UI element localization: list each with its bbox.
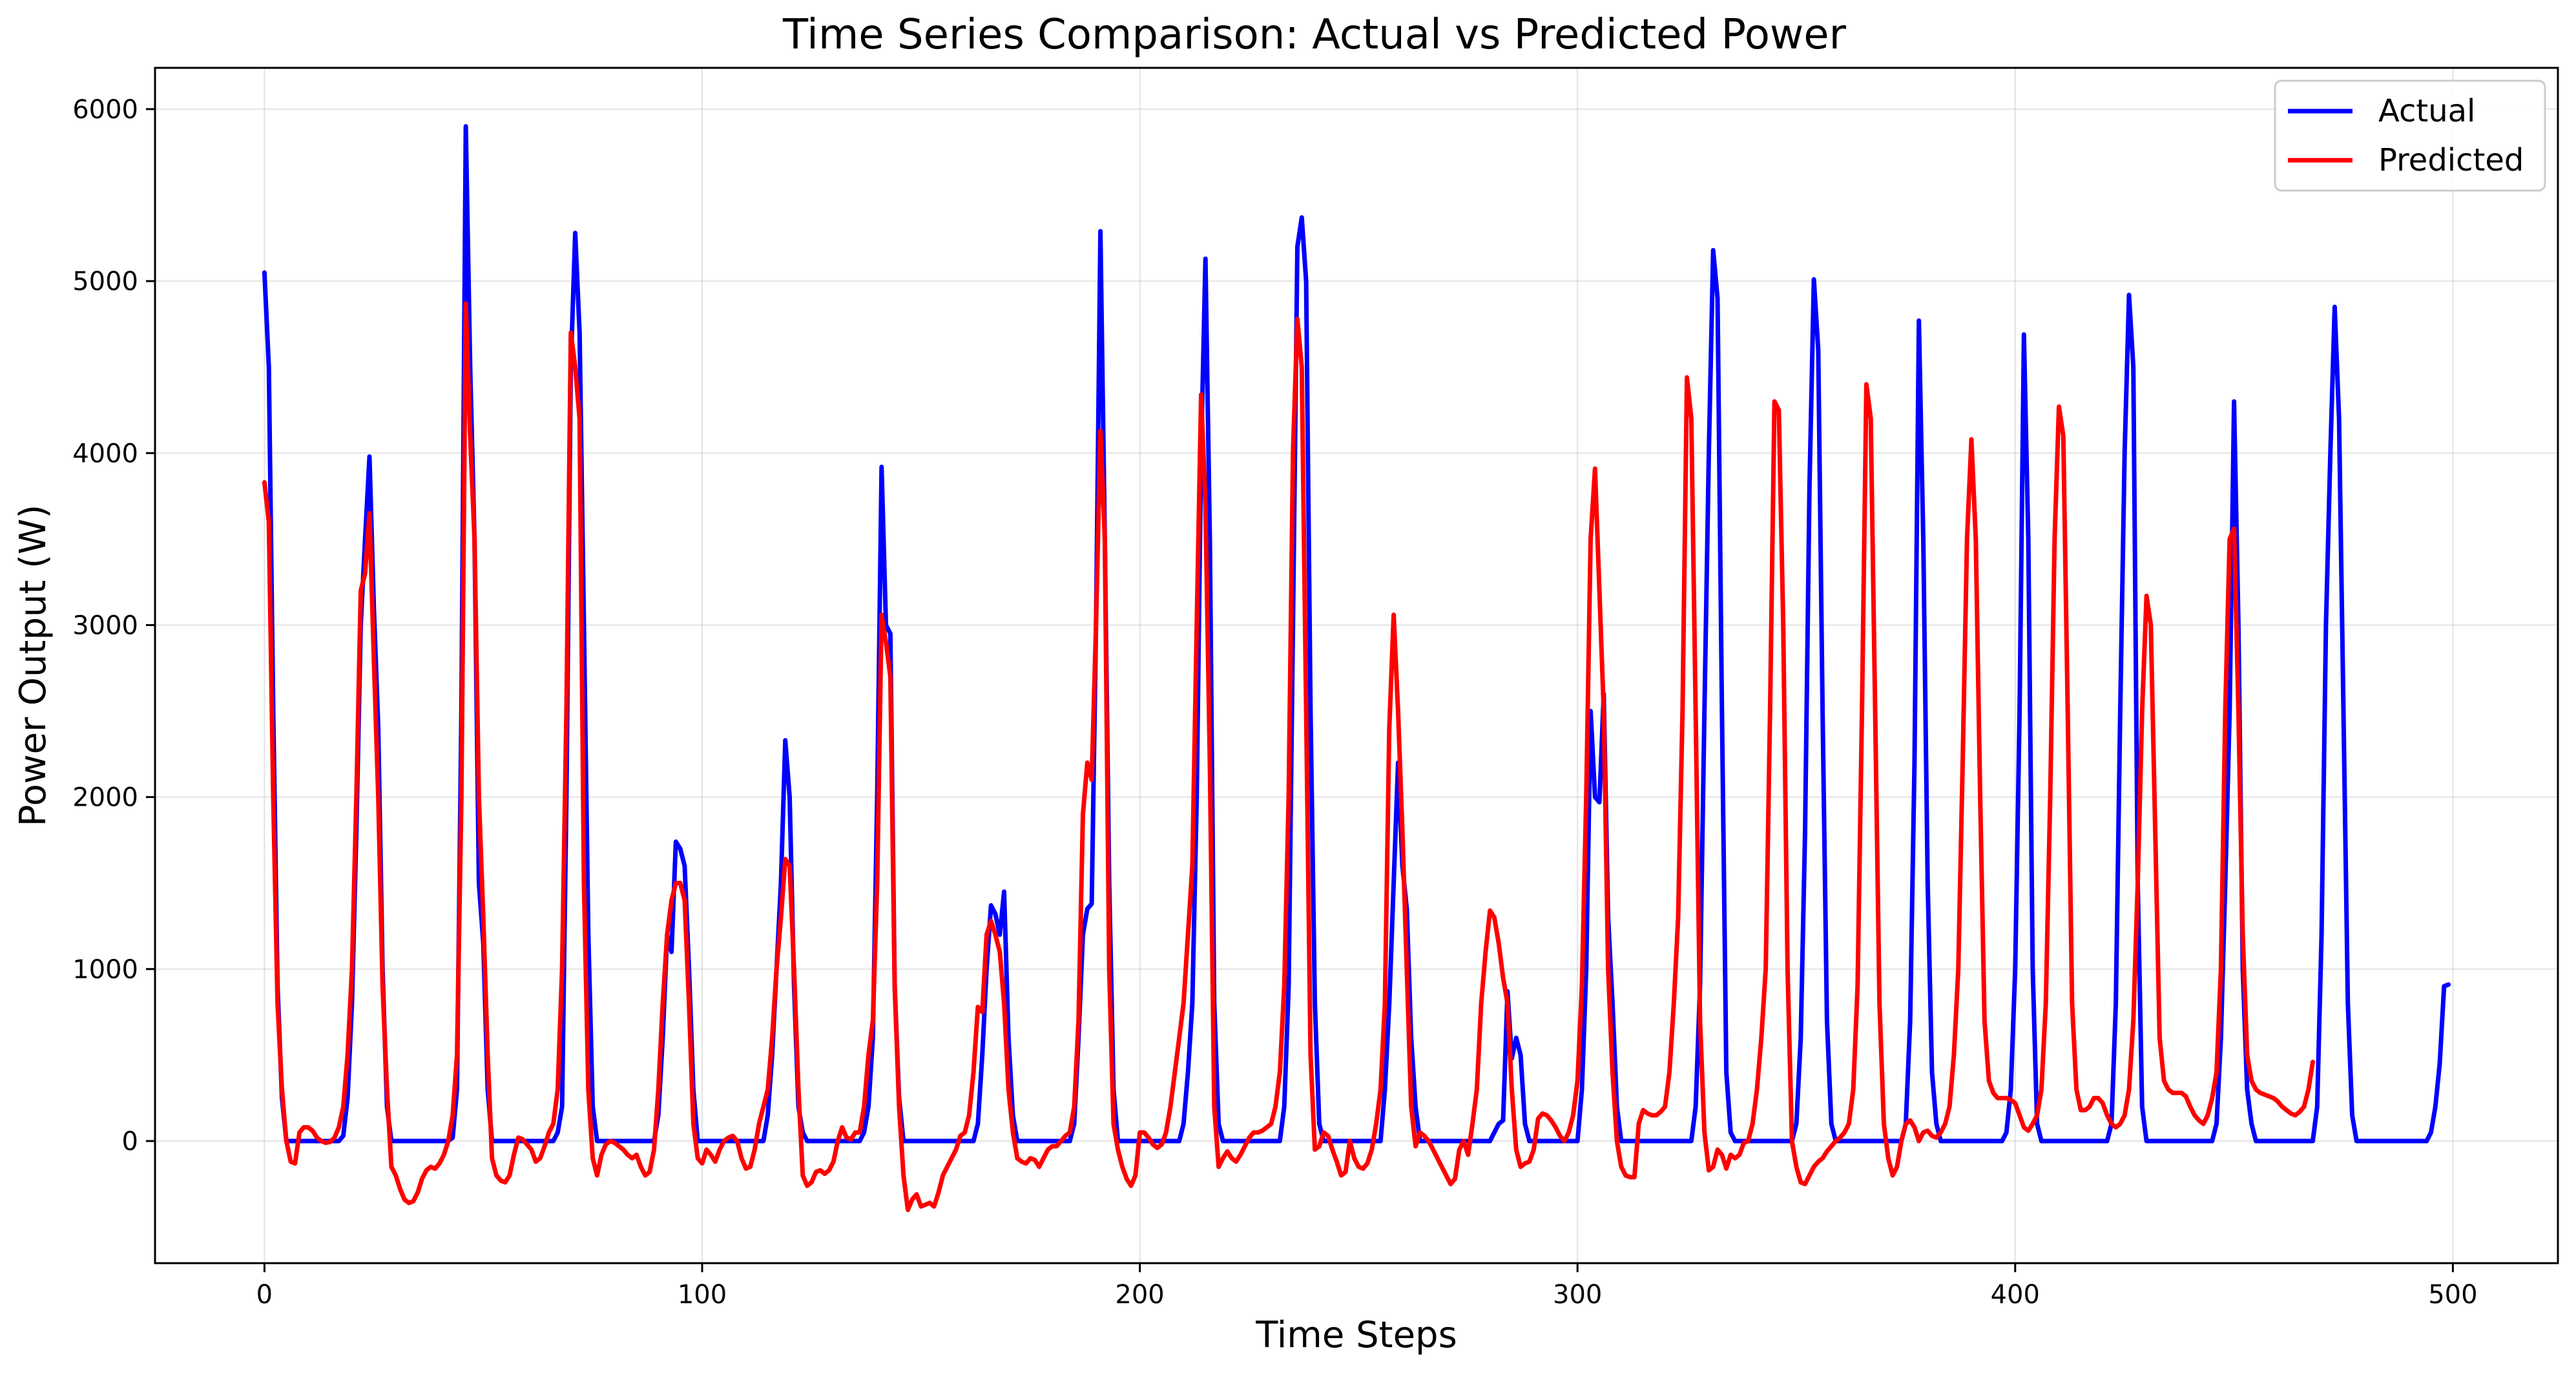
y-tick-label: 5000 — [72, 267, 138, 297]
series-line-predicted — [262, 301, 2315, 1212]
legend-label-actual: Actual — [2378, 93, 2475, 129]
x-axis-ticks: 0 100 200 300 400 500 — [256, 1263, 2478, 1310]
y-tick-label: 6000 — [72, 95, 138, 125]
series-line-actual — [262, 124, 2451, 1144]
x-tick-label: 500 — [2428, 1280, 2477, 1310]
x-tick-label: 0 — [256, 1280, 273, 1310]
y-tick-label: 4000 — [72, 439, 138, 468]
y-tick-label: 2000 — [72, 783, 138, 813]
y-tick-label: 1000 — [72, 955, 138, 985]
x-tick-label: 300 — [1553, 1280, 1602, 1310]
legend: Actual Predicted — [2274, 79, 2546, 192]
x-tick-label: 200 — [1115, 1280, 1164, 1310]
chart-title: Time Series Comparison: Actual vs Predic… — [782, 11, 1847, 59]
legend-box — [2274, 79, 2546, 192]
x-axis-label: Time Steps — [1255, 1314, 1457, 1356]
y-axis-label: Power Output (W) — [12, 505, 54, 827]
x-tick-label: 100 — [678, 1280, 727, 1310]
x-tick-label: 400 — [1991, 1280, 2040, 1310]
plot-area — [262, 124, 2451, 1212]
legend-label-predicted: Predicted — [2378, 142, 2524, 178]
y-tick-label: 0 — [122, 1127, 138, 1157]
plot-frame — [154, 67, 2559, 1264]
y-tick-label: 3000 — [72, 611, 138, 640]
y-axis-ticks: 0 1000 2000 3000 4000 5000 6000 — [72, 95, 155, 1157]
